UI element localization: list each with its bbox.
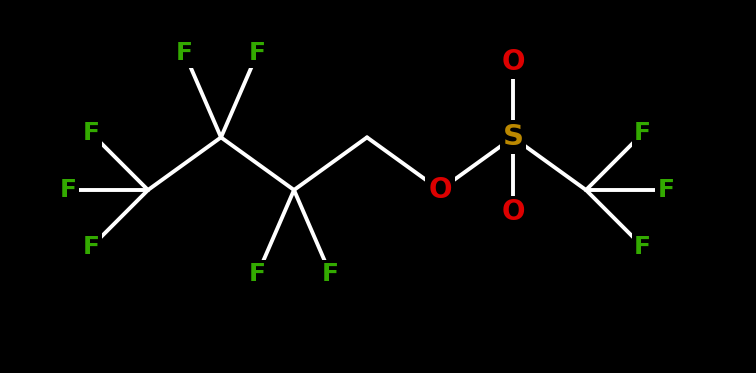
- Text: F: F: [249, 262, 266, 286]
- Text: O: O: [501, 48, 525, 76]
- Text: F: F: [176, 41, 193, 65]
- Text: F: F: [634, 122, 651, 145]
- Text: S: S: [503, 123, 523, 151]
- Text: O: O: [428, 176, 452, 204]
- Text: O: O: [501, 198, 525, 226]
- Text: F: F: [658, 178, 674, 202]
- Text: F: F: [60, 178, 76, 202]
- Text: F: F: [249, 41, 266, 65]
- Text: F: F: [83, 122, 100, 145]
- Text: F: F: [634, 235, 651, 258]
- Text: F: F: [83, 235, 100, 258]
- Text: F: F: [322, 262, 339, 286]
